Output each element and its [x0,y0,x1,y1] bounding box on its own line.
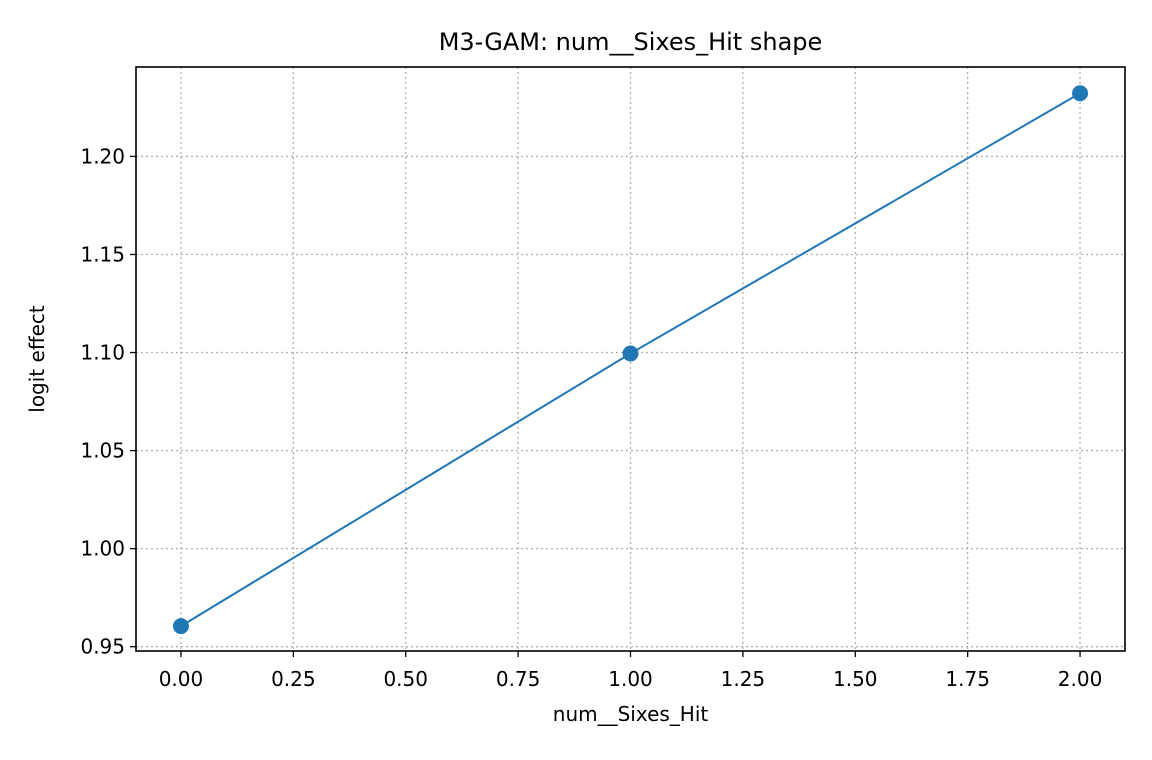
chart-title: M3-GAM: num__Sixes_Hit shape [439,28,823,56]
x-tick-label: 0.25 [271,667,316,691]
y-axis-label: logit effect [25,305,49,413]
y-tick-label: 1.00 [80,537,125,561]
x-tick-label: 0.75 [496,667,541,691]
y-tick-label: 1.05 [80,439,125,463]
grid [136,67,1125,651]
x-tick-label: 0.00 [159,667,204,691]
data-point [172,618,189,635]
x-tick-label: 1.50 [833,667,878,691]
axis-ticks: 0.00 0.25 0.50 0.75 1.00 1.25 1.50 1.75 2.00 0.95… [80,144,1102,691]
y-tick-label: 1.20 [80,144,125,168]
x-tick-label: 1.00 [608,667,653,691]
x-tick-label: 1.75 [945,667,990,691]
x-tick-label: 1.25 [721,667,766,691]
y-tick-label: 0.95 [80,635,125,659]
series-layer [172,85,1089,635]
x-axis-label: num__Sixes_Hit [553,702,709,726]
data-point [622,345,639,362]
data-point [1072,85,1089,102]
y-tick-label: 1.10 [80,341,125,365]
x-tick-label: 2.00 [1058,667,1103,691]
x-tick-label: 0.50 [383,667,428,691]
y-tick-label: 1.15 [80,242,125,266]
